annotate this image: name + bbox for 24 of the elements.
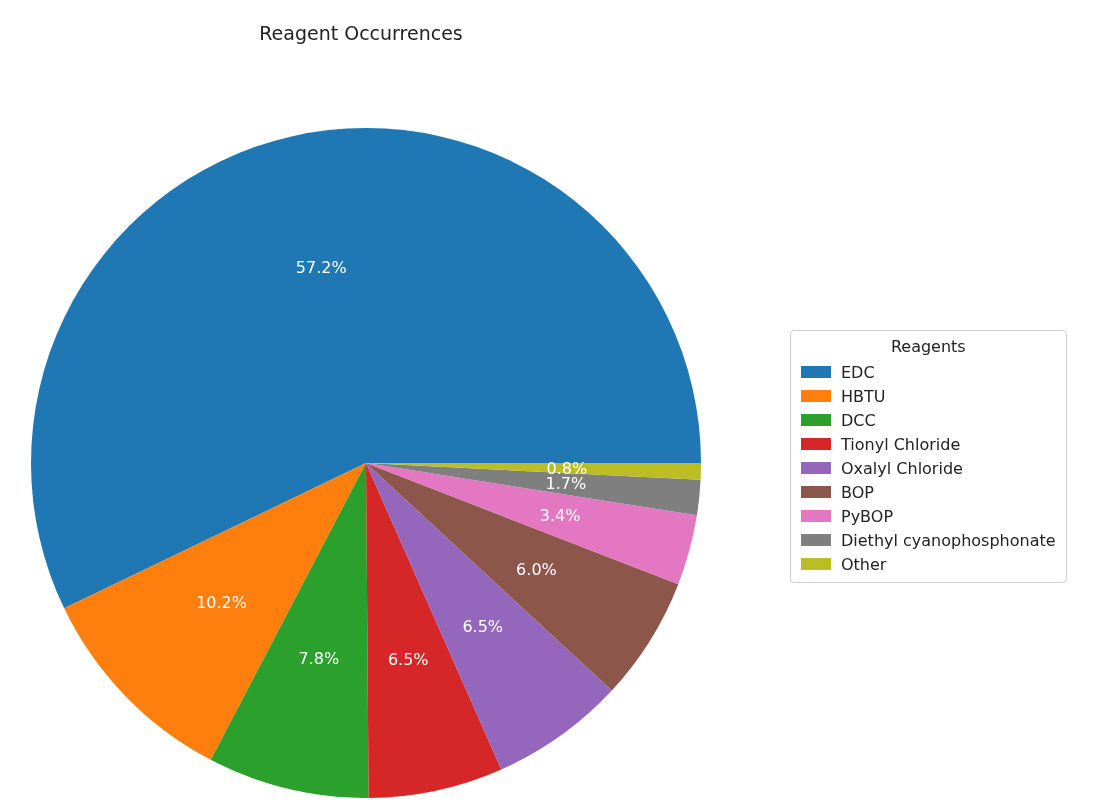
data-label: 10.2% <box>196 593 247 613</box>
legend-label: Diethyl cyanophosphonate <box>841 530 1056 550</box>
pie-slice <box>366 463 697 585</box>
legend-label: Other <box>841 554 887 574</box>
data-label: 3.4% <box>539 505 581 525</box>
legend-label: Oxalyl Chloride <box>841 458 963 478</box>
data-label: 57.2% <box>295 257 347 277</box>
legend-label: PyBOP <box>841 506 894 526</box>
pie-slice <box>366 463 612 770</box>
data-label: 7.8% <box>298 648 340 668</box>
pie-slice <box>31 128 701 609</box>
legend-title: Reagents <box>889 337 967 356</box>
legend-label: BOP <box>841 482 874 502</box>
data-label: 6.5% <box>387 650 429 670</box>
legend-label: HBTU <box>841 386 886 406</box>
pie-slice <box>366 463 679 691</box>
chart-title: Reagent Occurrences <box>258 22 464 44</box>
pie-slice <box>64 463 366 760</box>
pie-slice <box>366 463 502 798</box>
data-label: 6.0% <box>516 560 557 580</box>
data-label: 6.5% <box>462 617 504 637</box>
legend-label: Tionyl Chloride <box>841 434 961 454</box>
legend-label: DCC <box>841 410 876 430</box>
legend-label: EDC <box>841 362 875 382</box>
